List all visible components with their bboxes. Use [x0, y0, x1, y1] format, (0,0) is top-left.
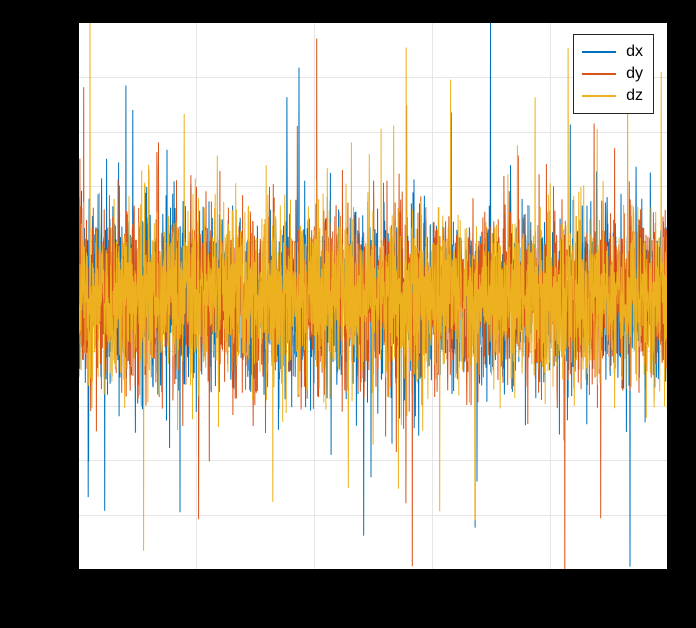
legend-swatch-dz — [582, 95, 616, 97]
legend: dx dy dz — [573, 34, 654, 114]
legend-label-dy: dy — [626, 65, 643, 83]
legend-label-dx: dx — [626, 43, 643, 61]
legend-swatch-dx — [582, 51, 616, 53]
plot-axes: dx dy dz — [78, 22, 668, 570]
legend-swatch-dy — [582, 73, 616, 75]
legend-item-dx: dx — [582, 41, 643, 63]
legend-label-dz: dz — [626, 87, 643, 105]
legend-item-dy: dy — [582, 63, 643, 85]
legend-item-dz: dz — [582, 85, 643, 107]
